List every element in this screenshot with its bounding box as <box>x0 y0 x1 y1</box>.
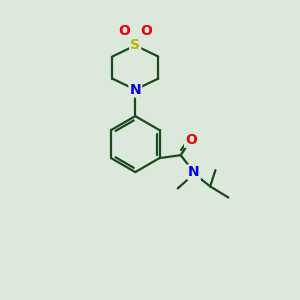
Text: O: O <box>118 24 130 38</box>
Text: O: O <box>185 133 197 147</box>
Text: N: N <box>130 82 141 97</box>
Text: N: N <box>188 165 200 179</box>
Text: S: S <box>130 38 140 52</box>
Text: O: O <box>140 24 152 38</box>
